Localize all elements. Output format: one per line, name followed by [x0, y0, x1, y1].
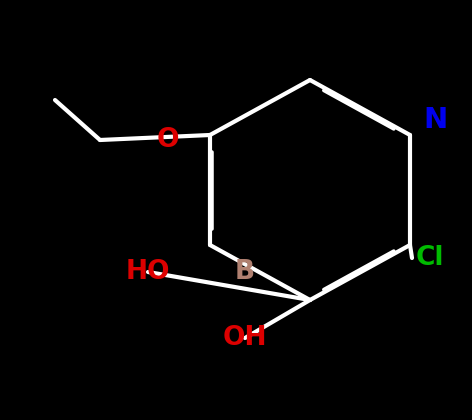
Text: B: B	[235, 259, 255, 285]
Text: OH: OH	[223, 325, 267, 351]
Text: HO: HO	[126, 259, 170, 285]
Text: N: N	[423, 106, 447, 134]
Text: O: O	[157, 127, 179, 153]
Text: Cl: Cl	[416, 245, 444, 271]
